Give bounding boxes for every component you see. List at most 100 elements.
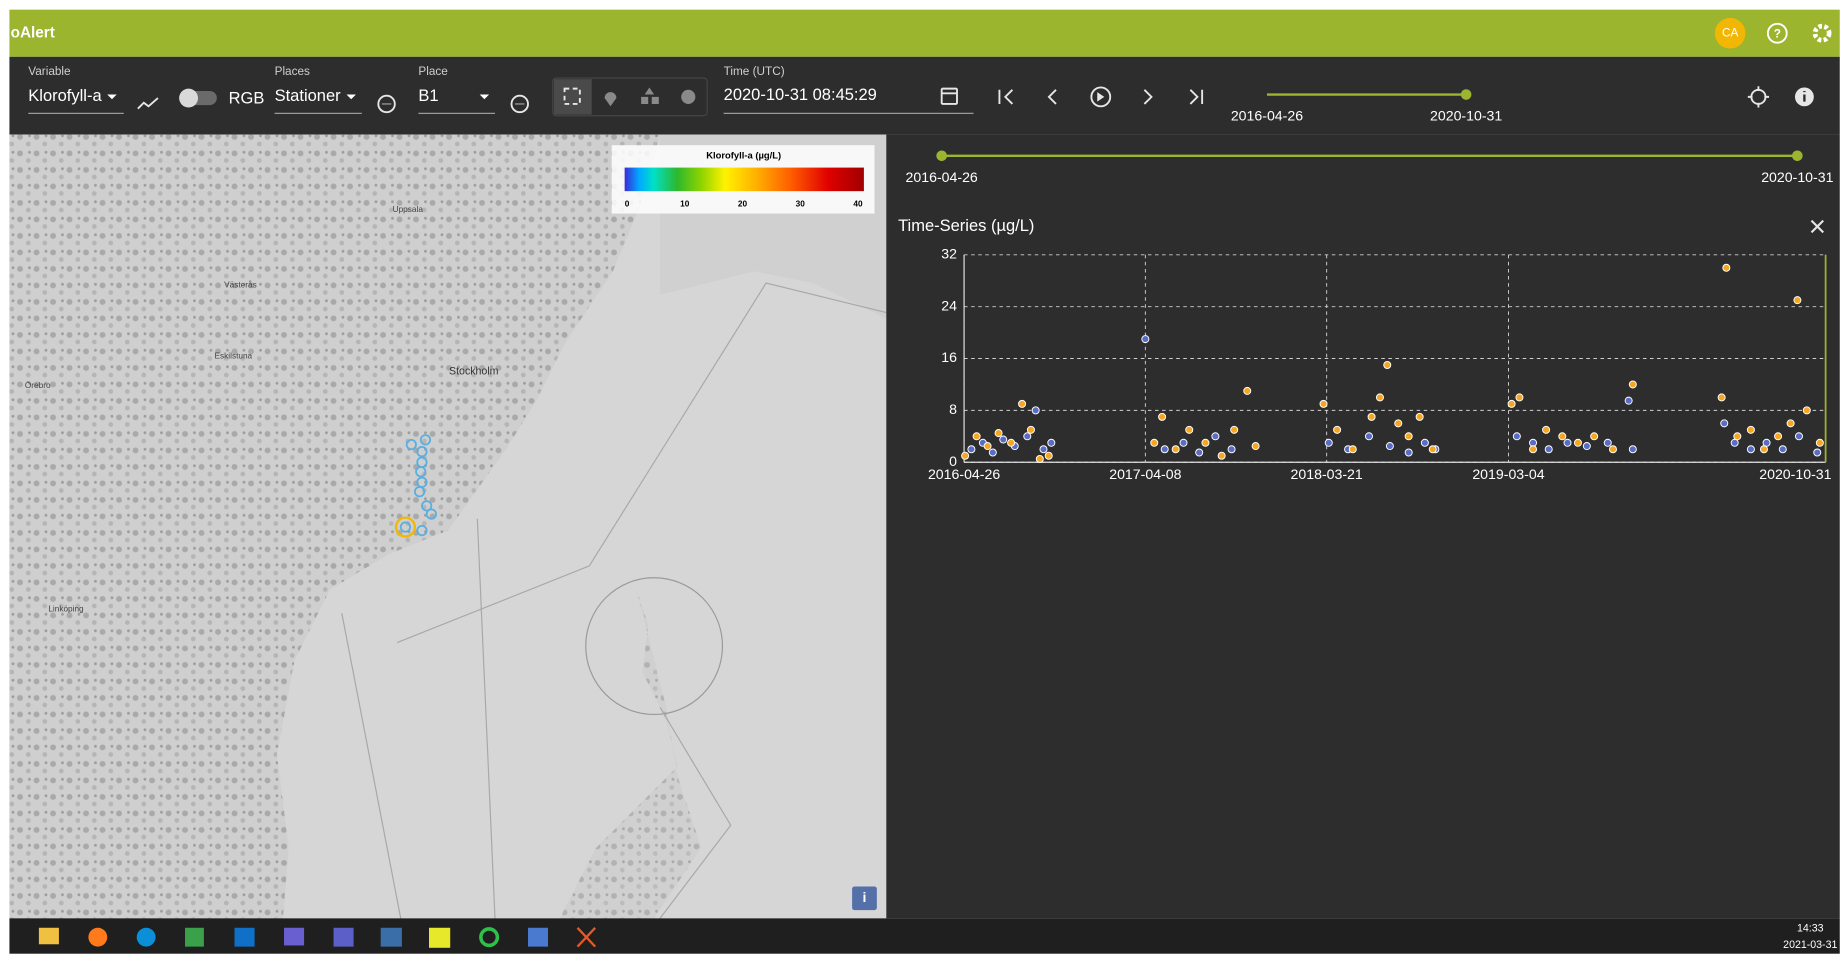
time-range-handle[interactable] — [1460, 89, 1472, 100]
data-point — [1160, 445, 1169, 454]
first-step-button[interactable] — [998, 89, 1014, 105]
data-point — [1018, 399, 1027, 408]
rgb-label: RGB — [229, 90, 265, 108]
help-glyph: ? — [1774, 28, 1781, 41]
map[interactable]: Uppsala Västerås Eskilstuna Örebro Stock… — [9, 134, 887, 919]
taskbar-app[interactable] — [185, 927, 204, 947]
data-point — [1367, 412, 1376, 421]
station[interactable] — [399, 521, 412, 533]
data-point — [994, 429, 1003, 438]
map-label: Stockholm — [449, 365, 499, 377]
y-tick-label: 8 — [949, 401, 957, 417]
data-point — [983, 442, 992, 451]
taskbar-app[interactable] — [284, 927, 305, 946]
taskbar — [9, 918, 1840, 954]
station[interactable] — [405, 438, 417, 451]
data-point — [1590, 432, 1599, 441]
data-point — [961, 451, 970, 460]
data-point — [1251, 442, 1260, 451]
station[interactable] — [416, 524, 428, 537]
mode-polygon[interactable] — [641, 87, 659, 104]
help-button[interactable] — [1766, 22, 1788, 44]
taskbar-app[interactable] — [576, 926, 597, 948]
y-tick-label: 16 — [941, 349, 957, 365]
data-point — [1201, 438, 1210, 447]
data-point — [1733, 432, 1742, 441]
data-point — [1404, 432, 1413, 441]
time-input[interactable]: 2020-10-31 08:45:29 — [724, 86, 877, 104]
mode-select-active[interactable] — [553, 79, 592, 115]
attribution-button[interactable] — [852, 886, 877, 911]
data-point — [1364, 432, 1373, 441]
taskbar-app[interactable] — [528, 927, 549, 947]
station[interactable] — [416, 446, 428, 458]
data-point — [1720, 419, 1729, 428]
play-button[interactable] — [1090, 86, 1112, 108]
remove-places-button[interactable] — [377, 94, 396, 114]
data-point — [1544, 445, 1553, 454]
station[interactable] — [419, 434, 432, 446]
rgb-toggle-knob[interactable] — [179, 88, 198, 108]
data-point — [1507, 399, 1516, 408]
data-point — [1730, 438, 1739, 447]
x-tick-label: 2019-03-04 — [1472, 466, 1544, 482]
remove-place-button[interactable] — [510, 94, 529, 114]
station[interactable] — [421, 500, 433, 512]
y-tick-label: 32 — [941, 246, 957, 262]
timeseries-icon[interactable] — [137, 97, 159, 110]
taskbar-app[interactable] — [38, 927, 59, 945]
settings-button[interactable] — [1812, 23, 1832, 43]
dropdown-arrow — [346, 94, 356, 100]
dropdown-arrow — [107, 94, 117, 100]
mode-point[interactable] — [604, 92, 617, 107]
last-step-button[interactable] — [1189, 89, 1204, 105]
places-select[interactable]: Stationer — [275, 87, 342, 105]
calendar-button[interactable] — [940, 87, 958, 105]
data-point — [1319, 399, 1328, 408]
data-point — [1624, 396, 1633, 405]
legend-ticks: 0 10 20 30 40 — [625, 199, 863, 208]
play-glyph — [1097, 92, 1105, 102]
dropdown-arrow — [479, 94, 490, 100]
data-point — [1762, 438, 1771, 447]
x-tick-label: 2016-04-26 — [928, 466, 1000, 482]
clock-date: 2021-03-31 — [1783, 939, 1837, 951]
data-point — [1420, 438, 1429, 447]
data-point — [1774, 432, 1783, 441]
avatar[interactable] — [1714, 17, 1746, 49]
variable-select[interactable]: Klorofyll-a — [28, 87, 102, 105]
station[interactable] — [425, 508, 437, 520]
panel-range-handle[interactable] — [1792, 150, 1803, 162]
data-point — [1404, 448, 1413, 457]
mode-circle[interactable] — [681, 89, 696, 104]
data-point — [1185, 425, 1194, 434]
taskbar-app[interactable] — [380, 927, 402, 947]
station[interactable] — [413, 486, 426, 498]
taskbar-app[interactable] — [136, 927, 156, 947]
taskbar-app[interactable] — [88, 927, 108, 947]
panel-range-handle[interactable] — [936, 150, 947, 162]
prev-step-button[interactable] — [1047, 89, 1057, 105]
taskbar-app[interactable] — [429, 927, 451, 948]
map-boundary — [341, 282, 887, 919]
mode-group — [552, 77, 708, 117]
attribution-glyph: i — [863, 889, 867, 905]
station[interactable] — [415, 466, 427, 478]
color-bar — [624, 167, 864, 192]
taskbar-app[interactable] — [333, 927, 354, 947]
variable-label: Variable — [28, 65, 71, 78]
next-step-button[interactable] — [1143, 89, 1153, 105]
selected-station[interactable] — [394, 516, 417, 538]
map-label: Eskilstuna — [215, 351, 253, 360]
data-point — [1603, 438, 1612, 447]
data-point — [1375, 393, 1384, 402]
taskbar-app[interactable] — [479, 927, 500, 948]
close-chart-button[interactable] — [1810, 219, 1825, 234]
data-point — [1786, 419, 1795, 428]
taskbar-app[interactable] — [234, 927, 255, 947]
data-point — [1778, 445, 1787, 454]
app-title: oAlert — [11, 24, 55, 41]
place-select[interactable]: B1 — [418, 87, 438, 105]
data-point — [1529, 445, 1538, 454]
x-tick-label: 2017-04-08 — [1109, 466, 1181, 482]
